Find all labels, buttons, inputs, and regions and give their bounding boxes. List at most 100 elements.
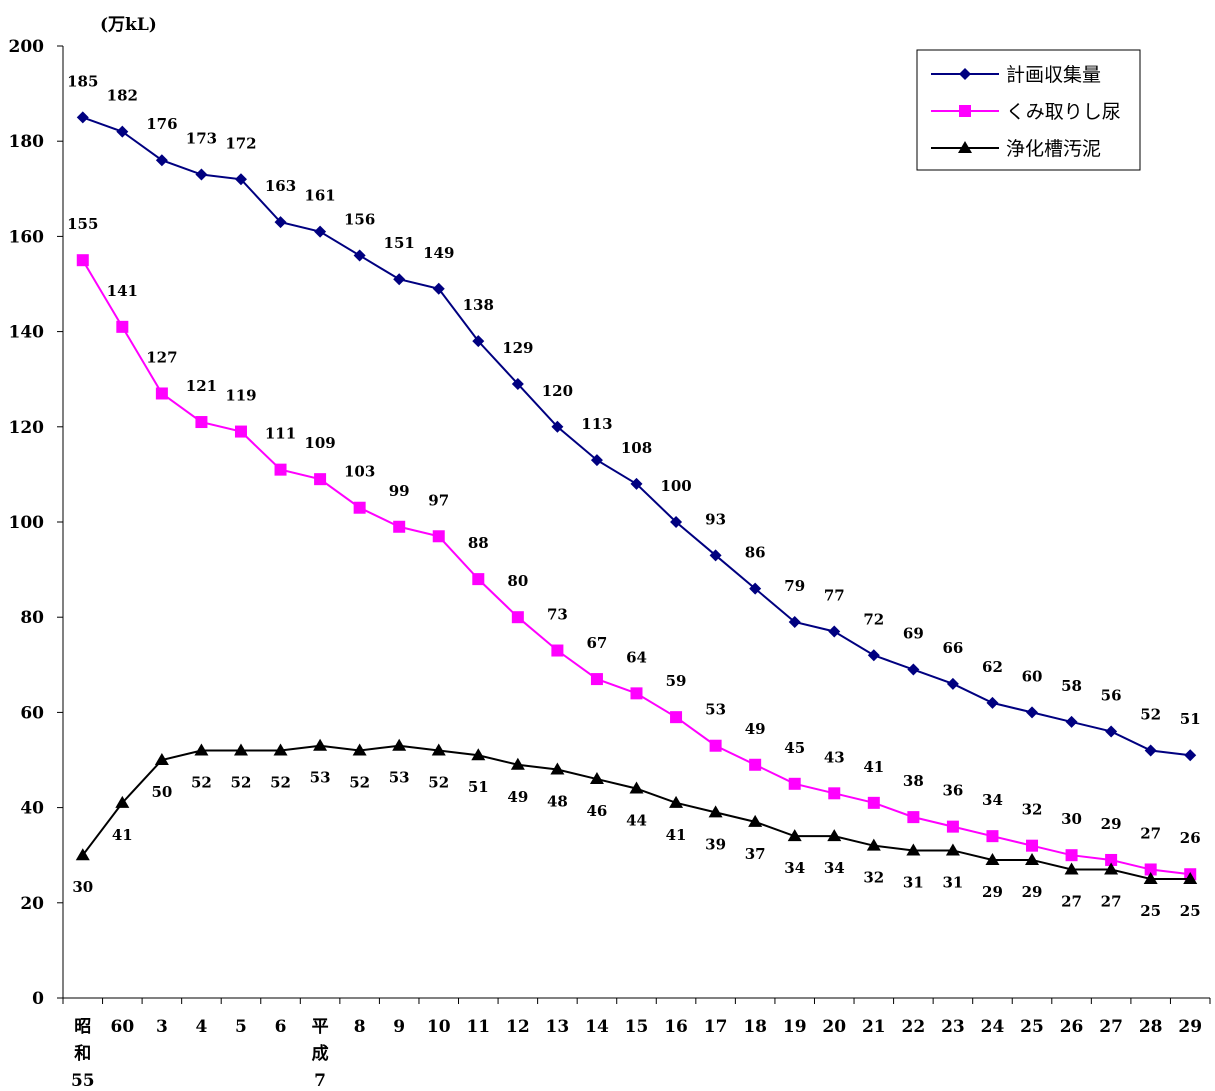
data-label: 50: [151, 783, 172, 801]
x-tick-label: 11: [466, 1017, 490, 1037]
data-point: [76, 111, 89, 124]
data-label: 52: [428, 773, 449, 791]
data-label: 41: [863, 758, 884, 776]
x-tick-label-line: 18: [743, 1017, 767, 1037]
data-point: [589, 772, 604, 785]
data-point: [828, 787, 841, 800]
data-label: 37: [745, 845, 766, 863]
data-label: 49: [507, 788, 528, 806]
y-tick-labels: 0 20 40 60 80 100 120 140 160 180 200: [9, 37, 45, 1009]
axes: [57, 45, 1211, 1004]
x-tick-label: 平成 7: [312, 1017, 329, 1091]
data-label: 99: [389, 482, 410, 500]
y-tick-label: 20: [20, 894, 44, 914]
data-label: 26: [1180, 829, 1201, 847]
x-tick-label: 8: [354, 1017, 366, 1037]
x-tick-label-line: 55: [71, 1071, 95, 1091]
x-tick-label: 5: [235, 1017, 247, 1037]
data-label: 45: [784, 739, 805, 757]
data-label: 100: [660, 477, 691, 495]
data-point: [867, 649, 880, 662]
data-point: [116, 125, 129, 138]
data-point: [510, 757, 525, 770]
data-point: [1183, 872, 1198, 884]
data-label: 41: [666, 826, 687, 844]
x-tick-label-line: 4: [196, 1017, 208, 1037]
data-label: 44: [626, 812, 647, 830]
data-label: 161: [304, 187, 335, 205]
x-tick-label: 20: [822, 1017, 846, 1037]
data-point: [314, 473, 327, 486]
data-label: 64: [626, 648, 647, 666]
x-tick-label: 22: [902, 1017, 926, 1037]
data-label: 25: [1180, 902, 1201, 920]
data-point: [907, 663, 920, 676]
data-label: 53: [310, 769, 331, 787]
y-tick-label: 120: [9, 418, 45, 438]
x-tick-label-line: 12: [506, 1017, 530, 1037]
data-point: [511, 377, 524, 390]
x-tick-label: 21: [862, 1017, 886, 1037]
data-point: [274, 463, 287, 476]
y-tick-label: 160: [9, 227, 45, 247]
data-label: 59: [666, 672, 687, 690]
x-tick-label: 15: [625, 1017, 649, 1037]
data-point: [986, 696, 999, 709]
data-label: 66: [942, 639, 963, 657]
data-label: 62: [982, 658, 1003, 676]
data-point: [1144, 863, 1157, 876]
y-tick-label: 200: [9, 37, 45, 57]
x-tick-label: 17: [704, 1017, 728, 1037]
data-label: 56: [1101, 686, 1122, 704]
data-label: 52: [191, 773, 212, 791]
legend-item: くみ取りし尿: [931, 101, 1121, 123]
data-point: [195, 168, 208, 181]
data-label: 32: [863, 869, 884, 887]
data-point: [352, 743, 367, 756]
data-label: 48: [547, 793, 568, 811]
data-point: [195, 416, 208, 429]
data-label: 60: [1022, 667, 1043, 685]
x-tick-label-line: 和: [74, 1044, 91, 1064]
data-point: [551, 420, 564, 433]
data-label: 27: [1061, 892, 1082, 910]
data-point: [709, 739, 722, 752]
data-label: 163: [265, 177, 296, 195]
x-tick-label-line: 3: [156, 1017, 168, 1037]
data-label: 141: [107, 282, 138, 300]
x-tick-label: 26: [1060, 1017, 1084, 1037]
data-label: 38: [903, 772, 924, 790]
data-point: [788, 615, 801, 628]
data-label: 43: [824, 748, 845, 766]
x-tick-label-line: 19: [783, 1017, 807, 1037]
data-label: 52: [1140, 705, 1161, 723]
data-label: 155: [67, 215, 98, 233]
data-label: 173: [186, 130, 217, 148]
x-tick-label-line: 13: [546, 1017, 570, 1037]
data-point: [1065, 849, 1078, 862]
data-point: [748, 814, 763, 827]
x-tick-label-line: 11: [466, 1017, 490, 1037]
x-tick-label-line: 29: [1178, 1017, 1202, 1037]
x-tick-label: 60: [110, 1017, 134, 1037]
x-tick-label-line: 16: [664, 1017, 688, 1037]
data-label: 72: [863, 610, 884, 628]
x-tick-label-line: 8: [354, 1017, 366, 1037]
y-tick-label: 100: [9, 513, 45, 533]
x-tick-label-line: 21: [862, 1017, 886, 1037]
data-point: [787, 829, 802, 842]
data-point: [75, 848, 90, 861]
data-label: 103: [344, 463, 375, 481]
data-point: [708, 805, 723, 818]
data-label: 36: [942, 782, 963, 800]
data-label: 29: [1101, 815, 1122, 833]
data-label: 176: [146, 115, 177, 133]
data-point: [670, 711, 683, 724]
x-tick-label-line: 成: [312, 1043, 329, 1064]
data-label: 182: [107, 87, 138, 105]
x-tick-label-line: 10: [427, 1017, 451, 1037]
legend-label: くみ取りし尿: [1006, 101, 1121, 123]
data-point: [590, 673, 603, 686]
data-label: 58: [1061, 677, 1082, 695]
data-label: 138: [463, 296, 494, 314]
